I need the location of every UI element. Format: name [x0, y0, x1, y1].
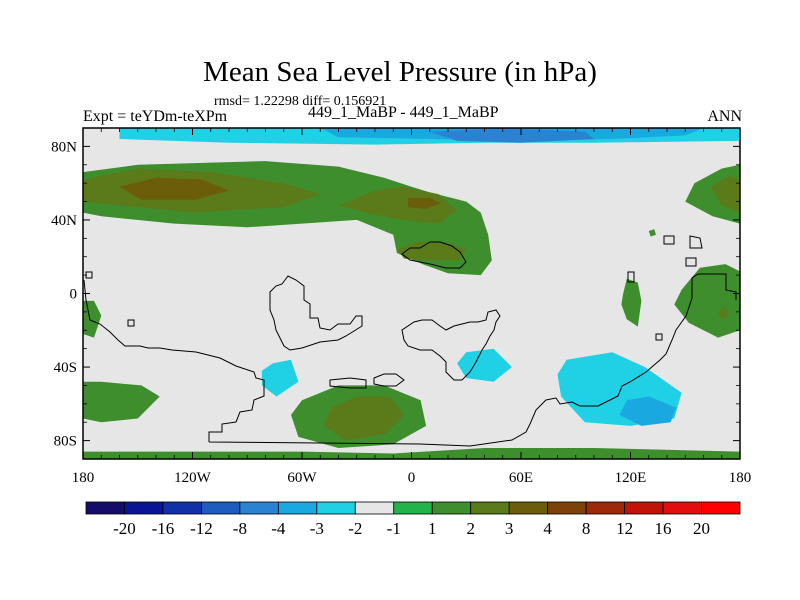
coastline-east-asia: [627, 235, 703, 283]
colorbar-label: 2: [466, 519, 475, 538]
colorbar-label: 16: [655, 519, 672, 538]
experiment-label: Expt = teYDm-teXPm: [83, 108, 228, 125]
x-tick-label: 60E: [509, 470, 533, 486]
field-southern-trough-core: [619, 396, 677, 426]
y-tick-label: 0: [70, 287, 78, 303]
coastline-south-america: [269, 275, 363, 351]
y-tick-label: 40S: [54, 360, 77, 376]
colorbar-label: 3: [505, 519, 514, 538]
x-tick-label: 180: [729, 470, 752, 486]
colorbar-swatch: [470, 501, 510, 515]
stats-label: rmsd= 1.22298 diff= 0.156921: [214, 94, 387, 109]
colorbar-swatch: [277, 501, 318, 515]
colorbar-label: -20: [113, 519, 136, 538]
colorbar-swatch: [239, 501, 279, 515]
colorbar-swatch: [701, 501, 741, 515]
colorbar-swatch: [201, 501, 241, 515]
y-tick-label: 80N: [51, 139, 77, 155]
colorbar-label: -3: [310, 519, 324, 538]
coastline-pacific-islands: [85, 271, 663, 341]
colorbar-label: 4: [543, 519, 552, 538]
chart-title: Mean Sea Level Pressure (in hPa): [203, 56, 597, 88]
colorbar-swatch: [547, 501, 587, 515]
colorbar-label: 12: [616, 519, 633, 538]
colorbar-swatch: [393, 501, 433, 515]
field-sahara-high-core: [396, 242, 467, 261]
colorbar-label: -16: [152, 519, 175, 538]
colorbar-label: -1: [387, 519, 401, 538]
colorbar-swatch: [316, 501, 356, 515]
colorbar-swatch: [354, 501, 395, 515]
y-tick-label: 40N: [51, 213, 77, 229]
coastlines: [83, 235, 737, 447]
colorbar-swatch: [85, 501, 125, 515]
coastline-greenland: [373, 373, 405, 387]
pressure-fields: [83, 128, 740, 459]
x-tick-label: 0: [408, 470, 416, 486]
field-south-pacific-high: [83, 381, 160, 423]
field-north-atlantic-trough: [356, 153, 635, 231]
colorbar-swatch: [585, 501, 625, 515]
colorbar-swatch: [124, 501, 164, 515]
field-india-high: [621, 278, 642, 327]
colorbar-swatch: [162, 501, 202, 515]
field-siberia-high-core: [710, 175, 740, 213]
coastline-scandinavia: [329, 377, 367, 389]
case-label: 449_1_MaBP - 449_1_MaBP: [308, 104, 499, 121]
y-axis: 80N 40N 0 40S 80S: [51, 139, 740, 450]
x-tick-label: 60W: [287, 470, 317, 486]
colorbar-swatch: [662, 501, 702, 515]
x-tick-label: 180: [72, 470, 95, 486]
field-southern-trough-mid-central: [457, 348, 512, 382]
colorbar-swatch: [508, 501, 549, 515]
season-label: ANN: [707, 108, 742, 125]
colorbar: -20 -16 -12 -8 -4 -3 -2 -1 1 2 3 4 8 12 16 20: [85, 501, 741, 538]
field-south-atlantic-high-core: [323, 396, 405, 441]
colorbar-swatch: [624, 501, 664, 515]
x-axis: 180 120W 60W 0 60E 120E 180: [72, 128, 752, 486]
y-tick-label: 80S: [54, 434, 77, 450]
coastline-antarctica: [83, 273, 737, 447]
field-arabia-low-patch: [648, 229, 656, 237]
colorbar-label: -2: [348, 519, 362, 538]
colorbar-label: 1: [428, 519, 437, 538]
field-north-atlantic-high-center: [407, 197, 441, 209]
field-north-pacific-high-center: [119, 177, 229, 200]
field-australia-high: [674, 264, 740, 338]
colorbar-label: -4: [271, 519, 286, 538]
coastline-mediterranean: [401, 241, 467, 269]
colorbar-label: -12: [190, 519, 213, 538]
field-australia-high-core: [718, 306, 729, 320]
coastline-africa: [401, 309, 501, 381]
x-tick-label: 120W: [174, 470, 212, 486]
colorbar-label: -8: [233, 519, 247, 538]
x-tick-label: 120E: [615, 470, 647, 486]
field-north-atlantic-high-core: [338, 186, 458, 224]
colorbar-swatch: [431, 501, 472, 515]
colorbar-label: 20: [693, 519, 710, 538]
colorbar-label: 8: [582, 519, 591, 538]
field-southern-trough-mid-west: [261, 359, 299, 397]
field-arctic-core-neg4: [429, 128, 594, 143]
